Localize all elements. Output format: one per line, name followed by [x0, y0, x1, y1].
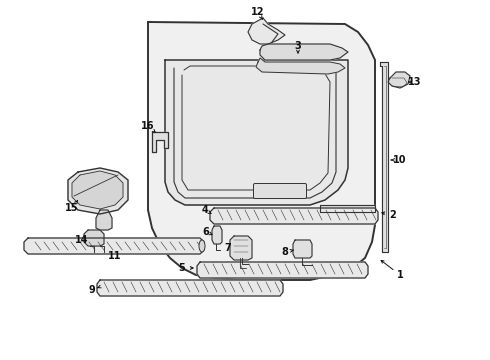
- Text: 12: 12: [251, 7, 265, 17]
- Text: 13: 13: [408, 77, 422, 87]
- Text: 10: 10: [393, 155, 407, 165]
- FancyBboxPatch shape: [253, 184, 307, 198]
- Text: 2: 2: [390, 210, 396, 220]
- Polygon shape: [96, 210, 112, 230]
- Text: 4: 4: [201, 205, 208, 215]
- Text: 15: 15: [65, 203, 79, 213]
- Polygon shape: [212, 226, 222, 244]
- Text: 3: 3: [294, 41, 301, 51]
- Polygon shape: [152, 132, 168, 152]
- Polygon shape: [68, 168, 128, 214]
- Polygon shape: [72, 171, 123, 209]
- Polygon shape: [230, 236, 252, 260]
- Polygon shape: [320, 205, 375, 212]
- Polygon shape: [256, 58, 345, 74]
- Text: 7: 7: [224, 243, 231, 253]
- Polygon shape: [293, 240, 312, 258]
- Text: 14: 14: [75, 235, 89, 245]
- Polygon shape: [165, 60, 348, 205]
- Text: 9: 9: [89, 285, 96, 295]
- Polygon shape: [197, 262, 368, 278]
- Text: 1: 1: [396, 270, 403, 280]
- Polygon shape: [388, 72, 410, 88]
- Polygon shape: [260, 44, 348, 60]
- Ellipse shape: [199, 240, 205, 252]
- Text: 11: 11: [108, 251, 122, 261]
- Text: 5: 5: [179, 263, 185, 273]
- Polygon shape: [210, 208, 378, 224]
- Polygon shape: [148, 22, 375, 280]
- Polygon shape: [380, 62, 388, 252]
- Polygon shape: [84, 230, 104, 246]
- Polygon shape: [97, 280, 283, 296]
- Text: 16: 16: [141, 121, 155, 131]
- Polygon shape: [24, 238, 204, 254]
- Text: 6: 6: [203, 227, 209, 237]
- Polygon shape: [248, 18, 285, 44]
- Text: 8: 8: [282, 247, 289, 257]
